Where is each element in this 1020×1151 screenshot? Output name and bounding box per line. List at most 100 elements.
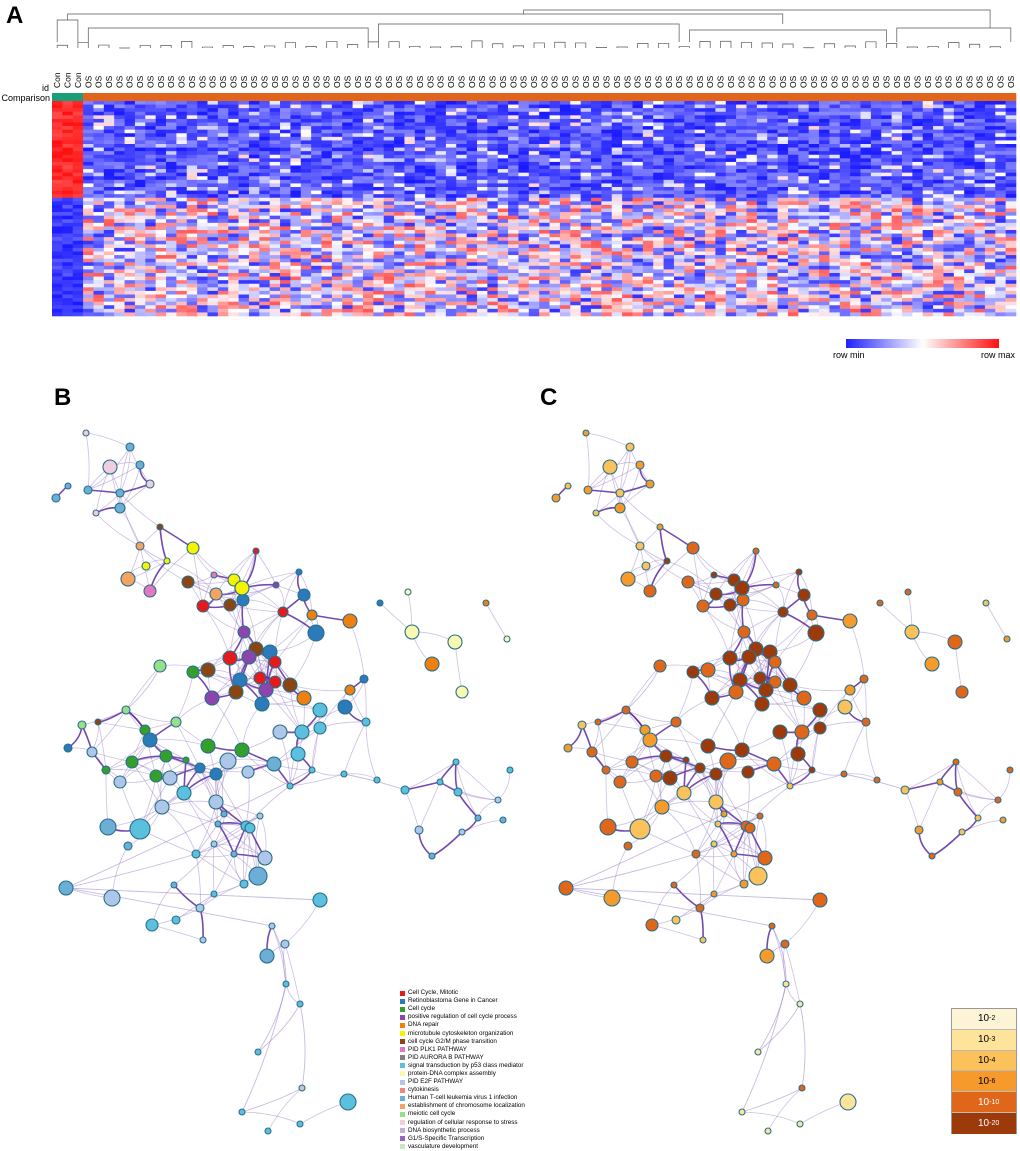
heatmap-cell	[249, 205, 260, 209]
heatmap-cell	[684, 187, 695, 191]
heatmap-cell	[674, 266, 685, 270]
heatmap-cell	[125, 201, 136, 205]
heatmap-cell	[829, 205, 840, 209]
heatmap-cell	[187, 198, 198, 202]
heatmap-cell	[135, 155, 146, 159]
heatmap-cell	[778, 241, 789, 245]
heatmap-cell	[726, 273, 737, 277]
heatmap-cell	[933, 234, 944, 238]
heatmap-cell	[332, 133, 343, 137]
heatmap-cell	[902, 266, 913, 270]
heatmap-cell	[778, 230, 789, 234]
heatmap-cell	[197, 259, 208, 263]
heatmap-cell	[342, 108, 353, 112]
heatmap-cell	[964, 280, 975, 284]
heatmap-cell	[726, 137, 737, 141]
heatmap-cell	[353, 262, 364, 266]
heatmap-cell	[954, 119, 965, 123]
heatmap-cell	[93, 126, 104, 130]
heatmap-cell	[259, 230, 270, 234]
heatmap-cell	[892, 259, 903, 263]
heatmap-cell	[239, 133, 250, 137]
heatmap-cell	[508, 230, 519, 234]
heatmap-cell	[384, 183, 395, 187]
heatmap-cell	[156, 108, 167, 112]
heatmap-cell	[840, 133, 851, 137]
heatmap-cell	[218, 244, 229, 248]
heatmap-cell	[518, 133, 529, 137]
heatmap-cell	[394, 126, 405, 130]
heatmap-cell	[93, 237, 104, 241]
heatmap-cell	[902, 212, 913, 216]
heatmap-cell	[249, 226, 260, 230]
heatmap-cell	[332, 140, 343, 144]
heatmap-cell	[736, 148, 747, 152]
heatmap-cell	[197, 191, 208, 195]
heatmap-cell	[332, 119, 343, 123]
heatmap-cell	[280, 183, 291, 187]
heatmap-cell	[73, 123, 84, 127]
heatmap-cell	[322, 252, 333, 256]
heatmap-cell	[664, 187, 675, 191]
heatmap-cell	[498, 269, 509, 273]
heatmap-cell	[684, 126, 695, 130]
heatmap-cell	[311, 123, 322, 127]
heatmap-cell	[384, 133, 395, 137]
heatmap-cell	[560, 280, 571, 284]
heatmap-cell	[508, 126, 519, 130]
heatmap-cell	[871, 198, 882, 202]
heatmap-cell	[301, 140, 312, 144]
heatmap-cell	[311, 212, 322, 216]
heatmap-cell	[518, 140, 529, 144]
heatmap-cell	[176, 248, 187, 252]
heatmap-cell	[581, 115, 592, 119]
heatmap-cell	[83, 219, 94, 223]
heatmap-cell	[539, 166, 550, 170]
heatmap-cell	[228, 115, 239, 119]
heatmap-cell	[767, 115, 778, 119]
heatmap-cell	[601, 209, 612, 213]
heatmap-cell	[93, 180, 104, 184]
heatmap-cell	[467, 219, 478, 223]
heatmap-cell	[228, 277, 239, 281]
heatmap-cell	[280, 126, 291, 130]
heatmap-cell	[778, 201, 789, 205]
heatmap-cell	[788, 101, 799, 105]
comparison-cell	[674, 93, 685, 101]
heatmap-cell	[104, 201, 115, 205]
heatmap-cell	[104, 216, 115, 220]
heatmap-cell	[788, 259, 799, 263]
heatmap-cell	[145, 216, 156, 220]
comparison-cell	[270, 93, 281, 101]
heatmap-cell	[73, 226, 84, 230]
heatmap-cell	[239, 101, 250, 105]
heatmap-cell	[529, 280, 540, 284]
heatmap-cell	[467, 226, 478, 230]
heatmap-cell	[218, 180, 229, 184]
heatmap-cell	[643, 137, 654, 141]
heatmap-cell	[342, 151, 353, 155]
heatmap-cell	[570, 162, 581, 166]
heatmap-cell	[446, 266, 457, 270]
heatmap-cell	[353, 244, 364, 248]
heatmap-cell	[861, 126, 872, 130]
heatmap-cell	[363, 105, 374, 109]
heatmap-cell	[187, 273, 198, 277]
dendrogram-branch	[57, 45, 67, 48]
heatmap-cell	[809, 209, 820, 213]
heatmap-cell	[218, 255, 229, 259]
heatmap-cell	[114, 255, 125, 259]
heatmap-cell	[93, 244, 104, 248]
heatmap-cell	[964, 223, 975, 227]
heatmap-cell	[601, 194, 612, 198]
heatmap-cell	[73, 191, 84, 195]
heatmap-cell	[995, 212, 1006, 216]
heatmap-cell	[840, 269, 851, 273]
heatmap-cell	[829, 216, 840, 220]
heatmap-cell	[902, 191, 913, 195]
heatmap-cell	[83, 234, 94, 238]
heatmap-cell	[280, 180, 291, 184]
heatmap-cell	[591, 205, 602, 209]
heatmap-cell	[902, 244, 913, 248]
heatmap-cell	[995, 137, 1006, 141]
